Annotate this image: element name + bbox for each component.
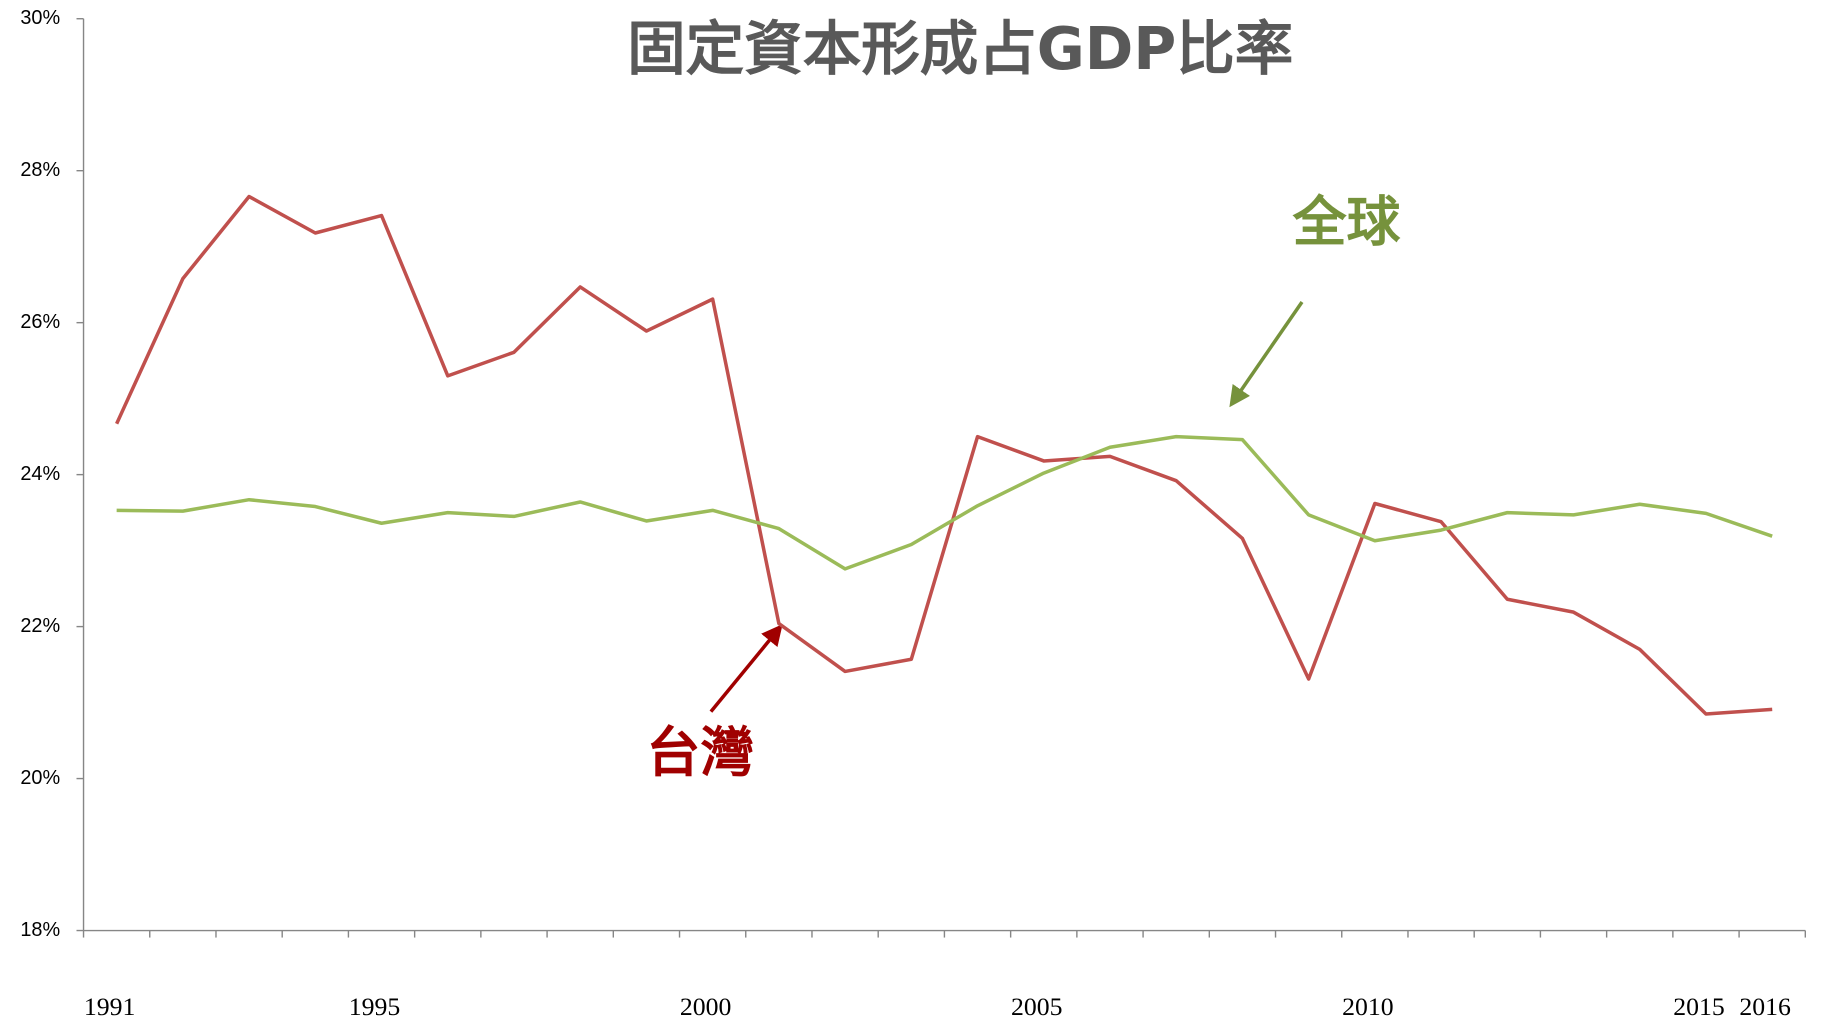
x-tick-label: 1995 [349,992,401,1021]
y-tick-label: 24% [20,463,60,485]
x-tick-label: 2016 [1739,992,1791,1021]
series-line [115,194,1773,716]
series-annotation: 台灣 [647,721,755,784]
x-tick-label: 2010 [1342,992,1394,1021]
x-tick-label: 2000 [680,992,732,1021]
y-tick-label: 18% [20,919,60,941]
y-tick-label: 28% [20,159,60,181]
series-line [116,434,1773,571]
y-tick-label: 30% [20,7,60,29]
arrow [709,624,783,713]
arrow [1229,300,1304,408]
y-tick-label: 26% [20,311,60,333]
y-tick-label: 22% [20,615,60,637]
series-annotation: 全球 [1292,191,1401,254]
x-tick-label: 1991 [84,992,136,1021]
x-tick-label: 2015 [1673,992,1725,1021]
y-tick-label: 20% [20,767,60,789]
chart-title: 固定資本形成占GDP比率 [627,15,1293,83]
x-tick-label: 2005 [1011,992,1063,1021]
